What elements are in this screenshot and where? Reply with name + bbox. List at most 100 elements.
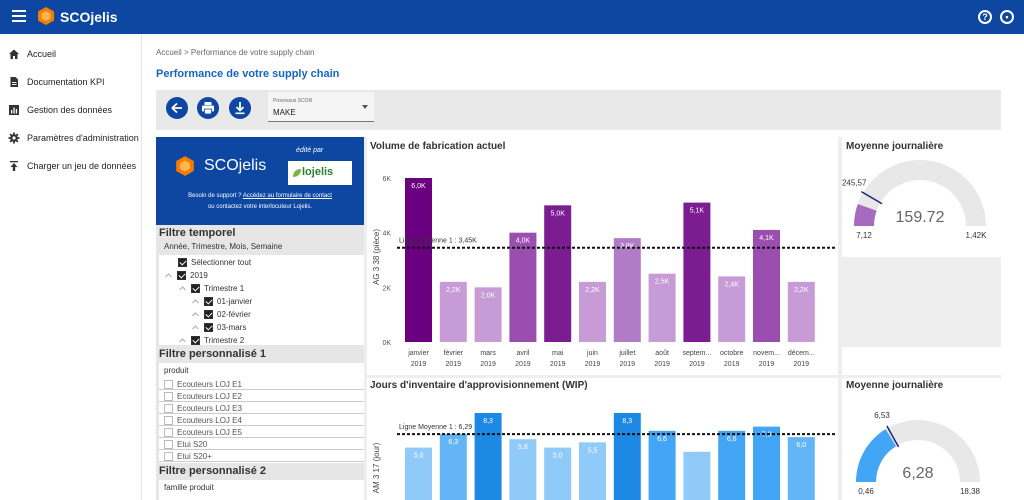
wip-gauge-card: Moyenne journalière 6,28 0,46 18,38 6,53 [842, 378, 1001, 500]
chevron-up-icon[interactable] [178, 336, 187, 345]
sidebar-item-label: Gestion des données [27, 105, 113, 115]
filter-item-label: 01-janvier [217, 296, 253, 306]
print-button[interactable] [197, 97, 219, 119]
data-label: 2,0K [481, 292, 496, 299]
sidebar-item-charger[interactable]: Charger un jeu de données [8, 156, 136, 176]
chevron-down-icon [362, 105, 368, 109]
list-item[interactable]: Etui S20 [159, 439, 364, 450]
help-circle-icon[interactable]: ? [978, 10, 992, 24]
data-label: 8,3 [483, 418, 493, 425]
volume-gauge-title: Moyenne journalière [846, 141, 944, 152]
filter-item-trimestre-2[interactable]: Trimestre 2 [178, 334, 244, 346]
custom-filter-2-panel [159, 480, 364, 500]
leaf-icon [293, 169, 301, 177]
x-tick-label: janvier [407, 350, 429, 357]
filter-item-label: 02-février [217, 309, 251, 319]
gear-icon [8, 132, 20, 144]
sidebar-item-parametres[interactable]: Paramètres d'administration [8, 128, 139, 148]
bar-9 [683, 451, 711, 500]
edited-by-label: édité par [296, 147, 324, 154]
checkbox-empty-icon [164, 379, 173, 389]
filter-item-trimestre-1[interactable]: Trimestre 1 [178, 282, 244, 294]
page-title: Performance de votre supply chain [156, 68, 340, 80]
sidebar-item-documentation[interactable]: Documentation KPI [8, 72, 105, 92]
x-tick-label-year: 2019 [620, 361, 636, 368]
sidebar-item-gestion[interactable]: Gestion des données [8, 100, 112, 120]
list-item-label: Ecouteurs LOJ E4 [177, 415, 242, 425]
filter-item-label: Sélectionner tout [191, 257, 252, 267]
menu-icon[interactable] [12, 10, 26, 22]
y-tick-label: 4K [382, 231, 391, 238]
bar-6 [579, 281, 606, 342]
bar-3 [474, 413, 502, 500]
volume-chart-title: Volume de fabrication actuel [370, 141, 506, 152]
scor-process-select[interactable]: Processus SCOR MAKE [268, 92, 374, 122]
chevron-up-icon[interactable] [191, 310, 200, 319]
checkbox-empty-icon [164, 451, 173, 461]
support-line: Besoin de support ? Accédez au formulair… [156, 193, 364, 199]
bar-1 [405, 447, 432, 500]
back-button[interactable] [166, 97, 188, 119]
data-label: 3,8K [620, 243, 635, 250]
contact-form-link[interactable]: Accédez au formulaire de contact [242, 193, 332, 199]
wip-gauge: 6,28 0,46 18,38 6,53 [856, 411, 981, 496]
bar-7 [613, 238, 641, 342]
bar-4 [509, 439, 537, 500]
wip-chart-card: Jours d'inventaire d'approvisionnement (… [367, 378, 838, 500]
data-label: 7,0 [762, 432, 772, 439]
gauge-target-marker [860, 190, 883, 205]
sidebar: Accueil Documentation KPI Gestion des do… [0, 34, 142, 500]
filter-item-2019[interactable]: 2019 [164, 269, 208, 281]
main-content: Accueil > Performance de votre supply ch… [143, 34, 1015, 500]
x-tick-label: avril [516, 350, 529, 357]
y-tick-label: 0K [382, 340, 391, 347]
download-button[interactable] [229, 97, 251, 119]
account-circle-icon[interactable]: • [1000, 10, 1014, 24]
chevron-up-icon[interactable] [191, 297, 200, 306]
list-item[interactable]: Ecouteurs LOJ E5 [159, 427, 364, 438]
select-label: Processus SCOR [273, 98, 313, 104]
x-tick-label-year: 2019 [759, 361, 775, 368]
list-item[interactable]: Ecouteurs LOJ E1 [159, 379, 364, 390]
filter-item-janvier[interactable]: 01-janvier [191, 295, 252, 307]
wip-chart-title: Jours d'inventaire d'approvisionnement (… [370, 380, 588, 391]
bar-12 [787, 437, 815, 500]
x-tick-label: décem... [788, 350, 815, 357]
filter-item-fevrier[interactable]: 02-février [191, 308, 251, 320]
filter-item-select-all[interactable]: Sélectionner tout [178, 256, 251, 268]
data-label: 5,0 [414, 453, 424, 460]
data-label: 2,2K [446, 287, 461, 294]
sidebar-item-label: Accueil [27, 49, 57, 59]
checkbox-empty-icon [164, 391, 173, 401]
x-tick-label-year: 2019 [654, 361, 670, 368]
bar-8 [648, 273, 676, 342]
filter-item-mars[interactable]: 03-mars [191, 321, 246, 333]
toolbar: Processus SCOR MAKE [156, 90, 1001, 130]
bar-5 [544, 205, 572, 342]
list-item[interactable]: Etui S20+ [159, 451, 364, 462]
data-label: 6,6 [727, 436, 737, 443]
sidebar-item-accueil[interactable]: Accueil [8, 44, 56, 64]
list-item[interactable]: Ecouteurs LOJ E4 [159, 415, 364, 426]
gauge-value: 6,28 [902, 465, 933, 482]
volume-gauge-card: Moyenne journalière 159.72 7,12 1,42K 245,5… [842, 137, 1001, 375]
data-label: 6,3 [448, 439, 458, 446]
chevron-up-icon[interactable] [178, 284, 187, 293]
custom-filter-1-subtitle: produit [164, 366, 189, 375]
temporal-filter-panel [159, 255, 364, 345]
data-label: 5,0K [550, 210, 565, 217]
bar-4 [509, 232, 537, 342]
filter-item-label: Trimestre 2 [204, 335, 245, 345]
chevron-up-icon[interactable] [191, 323, 200, 332]
gauge-track [854, 160, 986, 226]
partner-name: lojelis [302, 166, 334, 178]
x-tick-label: mars [480, 350, 496, 357]
x-tick-label-year: 2019 [550, 361, 566, 368]
gauge-blank-area [842, 257, 1001, 347]
x-tick-label: juillet [618, 350, 635, 357]
chevron-up-icon[interactable] [164, 271, 173, 280]
list-item[interactable]: Ecouteurs LOJ E2 [159, 391, 364, 402]
custom-filter-1-title: Filtre personnalisé 1 [159, 348, 266, 360]
list-item[interactable]: Ecouteurs LOJ E3 [159, 403, 364, 414]
bar-1 [405, 178, 432, 342]
